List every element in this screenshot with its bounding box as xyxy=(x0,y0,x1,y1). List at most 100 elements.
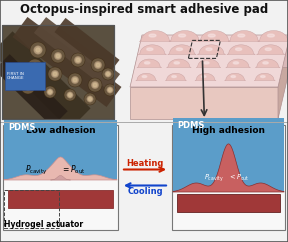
Polygon shape xyxy=(166,59,191,68)
Text: PDMS: PDMS xyxy=(177,121,204,130)
Circle shape xyxy=(34,45,42,54)
Ellipse shape xyxy=(142,76,147,77)
Ellipse shape xyxy=(233,62,239,64)
Ellipse shape xyxy=(172,76,176,77)
Polygon shape xyxy=(13,17,122,107)
Ellipse shape xyxy=(238,34,245,37)
Circle shape xyxy=(54,52,62,60)
Text: Low adhesion: Low adhesion xyxy=(26,126,95,135)
Circle shape xyxy=(14,71,26,83)
Circle shape xyxy=(36,48,40,52)
Bar xyxy=(172,125,285,230)
Ellipse shape xyxy=(204,62,209,64)
Text: Cooling: Cooling xyxy=(127,188,163,197)
Circle shape xyxy=(71,76,79,84)
Polygon shape xyxy=(130,35,288,87)
Ellipse shape xyxy=(263,62,268,64)
Circle shape xyxy=(27,59,43,75)
Circle shape xyxy=(51,49,65,63)
Circle shape xyxy=(76,58,80,62)
Circle shape xyxy=(17,74,23,80)
Circle shape xyxy=(104,84,116,96)
Circle shape xyxy=(96,63,100,67)
Ellipse shape xyxy=(206,48,212,51)
Circle shape xyxy=(109,89,111,91)
Polygon shape xyxy=(195,73,216,81)
Ellipse shape xyxy=(149,34,156,37)
Circle shape xyxy=(87,96,93,102)
Polygon shape xyxy=(196,59,221,68)
Ellipse shape xyxy=(236,48,242,51)
Polygon shape xyxy=(226,59,251,68)
Polygon shape xyxy=(168,45,196,54)
Polygon shape xyxy=(165,73,186,81)
Ellipse shape xyxy=(265,48,271,51)
Text: $P_{\rm cavity}$: $P_{\rm cavity}$ xyxy=(25,163,48,177)
Circle shape xyxy=(105,71,111,77)
Ellipse shape xyxy=(145,62,150,64)
Circle shape xyxy=(84,93,96,105)
Polygon shape xyxy=(169,30,201,41)
Ellipse shape xyxy=(176,48,183,51)
Text: Heating: Heating xyxy=(126,159,164,167)
Ellipse shape xyxy=(208,34,215,37)
Circle shape xyxy=(64,89,76,101)
Circle shape xyxy=(31,63,39,71)
Circle shape xyxy=(102,68,114,80)
Ellipse shape xyxy=(147,48,153,51)
Circle shape xyxy=(91,58,105,72)
Polygon shape xyxy=(50,175,71,180)
Circle shape xyxy=(93,83,97,87)
Text: Octopus-inspired smart adhesive pad: Octopus-inspired smart adhesive pad xyxy=(20,3,268,16)
Circle shape xyxy=(48,67,62,81)
Polygon shape xyxy=(173,144,284,192)
Circle shape xyxy=(18,76,22,78)
Polygon shape xyxy=(225,73,246,81)
Polygon shape xyxy=(54,18,120,74)
Bar xyxy=(173,118,284,192)
Circle shape xyxy=(73,78,77,82)
Ellipse shape xyxy=(261,76,265,77)
Bar xyxy=(2,25,114,119)
Polygon shape xyxy=(278,35,288,119)
Polygon shape xyxy=(139,30,171,41)
Circle shape xyxy=(47,89,53,95)
Bar xyxy=(4,120,117,180)
Text: High adhesion: High adhesion xyxy=(192,126,265,135)
Polygon shape xyxy=(258,30,288,41)
Circle shape xyxy=(88,98,92,100)
Bar xyxy=(5,62,45,90)
Polygon shape xyxy=(34,17,120,90)
Ellipse shape xyxy=(179,34,185,37)
Bar xyxy=(177,194,280,212)
Circle shape xyxy=(71,53,85,67)
Bar xyxy=(2,25,114,119)
Circle shape xyxy=(56,54,60,58)
Ellipse shape xyxy=(201,76,206,77)
Polygon shape xyxy=(197,45,226,54)
Circle shape xyxy=(24,83,32,91)
Polygon shape xyxy=(137,59,162,68)
Circle shape xyxy=(51,70,59,78)
Text: $P_{\rm cavity}$: $P_{\rm cavity}$ xyxy=(204,172,223,184)
Circle shape xyxy=(74,56,82,64)
Circle shape xyxy=(48,91,52,93)
Circle shape xyxy=(26,85,30,89)
Circle shape xyxy=(30,42,46,58)
Circle shape xyxy=(91,81,99,89)
Polygon shape xyxy=(130,87,278,119)
Polygon shape xyxy=(0,54,68,127)
Circle shape xyxy=(44,86,56,98)
Text: $<P_{\rm out}$: $<P_{\rm out}$ xyxy=(228,173,250,183)
Circle shape xyxy=(21,80,35,94)
Circle shape xyxy=(94,61,102,69)
Ellipse shape xyxy=(268,34,274,37)
Circle shape xyxy=(67,92,73,98)
Circle shape xyxy=(53,72,57,76)
Polygon shape xyxy=(257,45,285,54)
Polygon shape xyxy=(227,45,255,54)
Bar xyxy=(4,190,59,228)
Polygon shape xyxy=(138,45,166,54)
Circle shape xyxy=(107,73,109,76)
Text: $=P_{\rm out}$: $=P_{\rm out}$ xyxy=(61,164,86,176)
